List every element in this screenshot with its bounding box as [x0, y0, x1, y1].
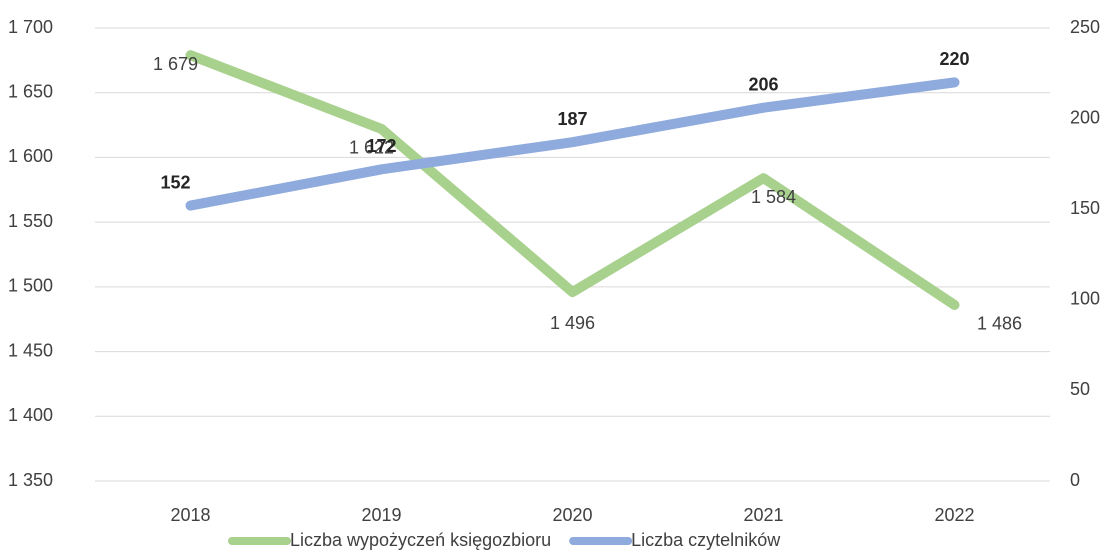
y-tick-label: 1 650 — [8, 81, 53, 101]
y-tick-label: 1 550 — [8, 211, 53, 231]
data-label: 1 584 — [751, 187, 796, 207]
data-label: 172 — [366, 136, 396, 156]
y-tick-label: 1 350 — [8, 470, 53, 490]
x-tick-label: 2020 — [552, 505, 592, 525]
y2-tick-label: 50 — [1070, 379, 1090, 399]
line-series — [185, 50, 960, 310]
data-label: 1 496 — [550, 313, 595, 333]
data-label: 187 — [557, 109, 587, 129]
data-label: 1 679 — [153, 54, 198, 74]
y-tick-label: 1 600 — [8, 146, 53, 166]
y2-tick-label: 250 — [1070, 17, 1100, 37]
y-tick-label: 1 400 — [8, 405, 53, 425]
data-label: 1 486 — [977, 314, 1022, 334]
y-tick-label: 1 700 — [8, 17, 53, 37]
data-label: 220 — [939, 49, 969, 69]
data-label: 206 — [748, 74, 778, 94]
y2-tick-label: 200 — [1070, 107, 1100, 127]
y2-tick-label: 0 — [1070, 470, 1080, 490]
line-series — [185, 77, 960, 211]
x-tick-label: 2021 — [743, 505, 783, 525]
data-label: 152 — [160, 172, 190, 192]
x-tick-label: 2019 — [361, 505, 401, 525]
y2-tick-label: 100 — [1070, 289, 1100, 309]
y-tick-label: 1 500 — [8, 276, 53, 296]
y2-tick-label: 150 — [1070, 198, 1100, 218]
data-label: 1 622 — [349, 138, 394, 158]
legend-label: Liczba czytelników — [631, 530, 781, 550]
x-tick-label: 2018 — [170, 505, 210, 525]
x-tick-label: 2022 — [934, 505, 974, 525]
legend-label: Liczba wypożyczeń księgozbioru — [290, 530, 551, 550]
y-tick-label: 1 450 — [8, 340, 53, 360]
